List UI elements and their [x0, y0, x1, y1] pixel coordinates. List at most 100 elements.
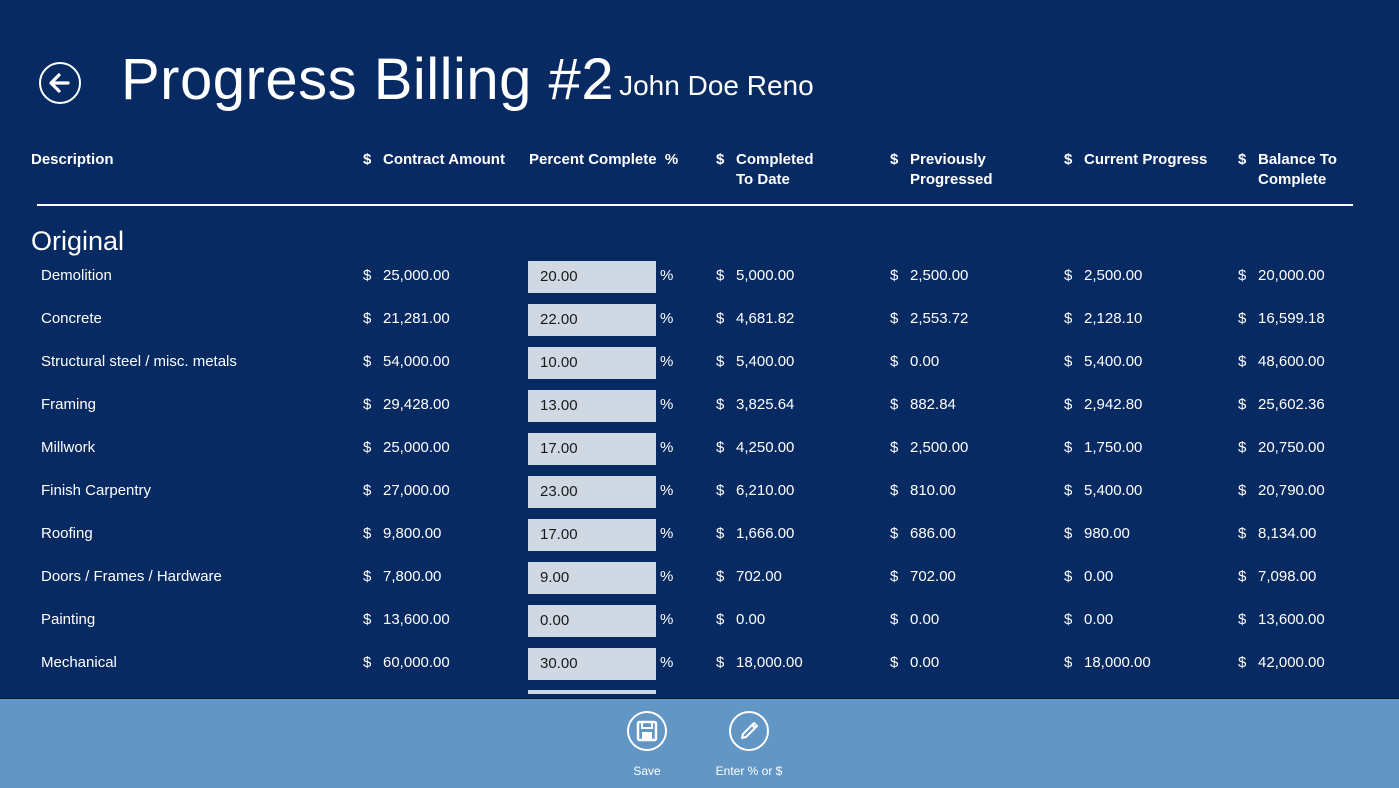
row-completed-to-date: $4,681.82: [716, 310, 794, 327]
currency-symbol: $: [1064, 611, 1073, 628]
row-description: Mechanical: [41, 654, 117, 671]
amount-value: 25,602.36: [1258, 396, 1325, 413]
amount-value: 29,428.00: [383, 396, 450, 413]
percent-input-partial[interactable]: [528, 690, 656, 694]
percent-complete-input[interactable]: 30.00: [528, 648, 656, 680]
column-header-description: Description: [31, 151, 114, 168]
row-contract-amount: $21,281.00: [363, 310, 450, 327]
row-completed-to-date: $702.00: [716, 568, 782, 585]
currency-symbol: $: [1238, 482, 1247, 499]
row-previously-progressed: $0.00: [890, 353, 939, 370]
currency-symbol: $: [890, 654, 899, 671]
table-row: Framing $29,428.00 13.00% $3,825.64 $882.84 $…: [0, 384, 1399, 427]
amount-value: 5,000.00: [736, 267, 795, 284]
percent-complete-input[interactable]: 0.00: [528, 605, 656, 637]
currency-symbol: $: [890, 353, 899, 370]
row-completed-to-date: $0.00: [716, 611, 765, 628]
table-row: Mechanical $60,000.00 30.00% $18,000.00 $0.0…: [0, 642, 1399, 685]
row-description: Concrete: [41, 310, 102, 327]
currency-symbol: $: [890, 267, 899, 284]
amount-value: 4,681.82: [736, 310, 795, 327]
currency-symbol: $: [890, 439, 899, 456]
row-description: Framing: [41, 396, 97, 413]
row-previously-progressed: $810.00: [890, 482, 956, 499]
amount-value: 980.00: [1084, 525, 1130, 542]
currency-symbol: $: [1064, 267, 1073, 284]
percent-complete-input[interactable]: 17.00: [528, 519, 656, 551]
percent-sign: %: [660, 353, 674, 370]
row-balance-to-complete: $20,790.00: [1238, 482, 1325, 499]
percent-complete-input[interactable]: 17.00: [528, 433, 656, 465]
currency-symbol: $: [716, 482, 725, 499]
save-button[interactable]: Save: [617, 711, 677, 778]
currency-symbol: $: [1238, 439, 1247, 456]
back-button[interactable]: [39, 62, 81, 104]
row-contract-amount: $27,000.00: [363, 482, 450, 499]
row-current-progress: $0.00: [1064, 611, 1113, 628]
currency-symbol: $: [363, 611, 372, 628]
amount-value: 5,400.00: [1084, 353, 1143, 370]
percent-sign: %: [660, 396, 674, 413]
percent-complete-input[interactable]: 22.00: [528, 304, 656, 336]
currency-symbol: $: [1238, 267, 1247, 284]
billing-rows[interactable]: Demolition $25,000.00 20.00% $5,000.00 $2,50…: [0, 255, 1399, 696]
table-row: Painting $13,600.00 0.00% $0.00 $0.00 $0.00 $1…: [0, 599, 1399, 642]
currency-symbol: $: [890, 396, 899, 413]
amount-value: 20,790.00: [1258, 482, 1325, 499]
amount-value: 0.00: [1084, 568, 1114, 585]
percent-complete-input[interactable]: 9.00: [528, 562, 656, 594]
currency-symbol: $: [1238, 654, 1247, 671]
currency-symbol: $: [1064, 482, 1073, 499]
currency-symbol: $: [363, 654, 372, 671]
row-contract-amount: $29,428.00: [363, 396, 450, 413]
currency-symbol: $: [716, 310, 725, 327]
currency-symbol: $: [363, 353, 372, 370]
column-header-completed-to-date: $ Completed To Date: [716, 151, 814, 188]
amount-value: 54,000.00: [383, 353, 450, 370]
currency-symbol: $: [1238, 611, 1247, 628]
header-divider: [37, 204, 1353, 206]
row-description: Millwork: [41, 439, 96, 456]
row-balance-to-complete: $13,600.00: [1238, 611, 1325, 628]
row-contract-amount: $25,000.00: [363, 439, 450, 456]
percent-sign: %: [660, 568, 674, 585]
save-label: Save: [633, 764, 661, 778]
percent-sign: %: [660, 267, 674, 284]
amount-value: 20,000.00: [1258, 267, 1325, 284]
row-contract-amount: $25,000.00: [363, 267, 450, 284]
currency-symbol: $: [890, 482, 899, 499]
column-header-balance-to-complete: $ Balance To Complete: [1238, 151, 1337, 188]
percent-sign: %: [660, 482, 674, 499]
row-previously-progressed: $2,553.72: [890, 310, 968, 327]
currency-symbol: $: [1238, 568, 1247, 585]
enter-percent-or-dollar-button[interactable]: Enter % or $: [711, 711, 787, 778]
row-current-progress: $5,400.00: [1064, 353, 1142, 370]
percent-sign: %: [660, 654, 674, 671]
currency-symbol: $: [1238, 353, 1247, 370]
row-balance-to-complete: $8,134.00: [1238, 525, 1316, 542]
currency-symbol: $: [1238, 396, 1247, 413]
currency-symbol: $: [716, 267, 725, 284]
percent-complete-input[interactable]: 13.00: [528, 390, 656, 422]
column-header-contract-amount: $ Contract Amount: [363, 151, 505, 168]
amount-value: 2,500.00: [910, 439, 969, 456]
amount-value: 2,942.80: [1084, 396, 1143, 413]
percent-complete-input[interactable]: 20.00: [528, 261, 656, 293]
percent-complete-input[interactable]: 10.00: [528, 347, 656, 379]
percent-sign: %: [660, 310, 674, 327]
row-balance-to-complete: $48,600.00: [1238, 353, 1325, 370]
row-current-progress: $5,400.00: [1064, 482, 1142, 499]
percent-complete-input[interactable]: 23.00: [528, 476, 656, 508]
table-row: Millwork $25,000.00 17.00% $4,250.00 $2,500.…: [0, 427, 1399, 470]
row-current-progress: $980.00: [1064, 525, 1130, 542]
currency-symbol: $: [716, 654, 725, 671]
row-description: Doors / Frames / Hardware: [41, 568, 222, 585]
currency-symbol: $: [890, 525, 899, 542]
amount-value: 2,500.00: [910, 267, 969, 284]
row-previously-progressed: $0.00: [890, 654, 939, 671]
amount-value: 1,666.00: [736, 525, 795, 542]
amount-value: 0.00: [910, 353, 940, 370]
amount-value: 7,098.00: [1258, 568, 1317, 585]
column-header-percent-complete: Percent Complete %: [529, 151, 679, 168]
row-balance-to-complete: $20,000.00: [1238, 267, 1325, 284]
